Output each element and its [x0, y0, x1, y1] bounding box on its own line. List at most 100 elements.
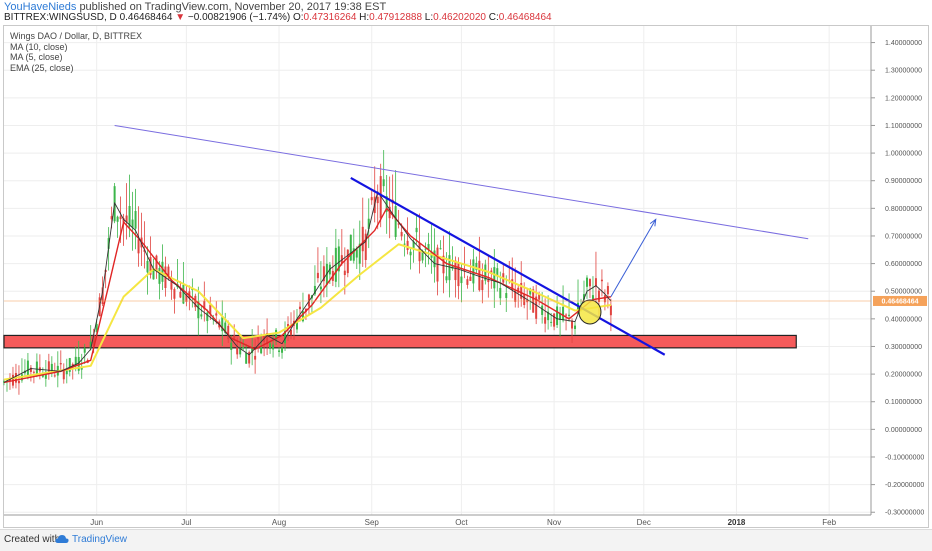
candle-body	[167, 266, 170, 278]
candle-body	[400, 231, 403, 237]
ma10-line	[3, 191, 612, 383]
candle-body	[585, 277, 588, 287]
support-zone	[3, 334, 797, 349]
last-price: 0.46468464	[119, 12, 173, 23]
candle-body	[594, 278, 597, 286]
candle-body	[44, 371, 47, 379]
candle-body	[370, 197, 373, 201]
legend-title: Wings DAO / Dollar, D, BITTREX	[10, 31, 143, 41]
candle-body	[517, 287, 520, 293]
candle-body	[95, 324, 98, 332]
candle-body	[505, 293, 508, 298]
candle-body	[65, 370, 68, 375]
candle-body	[230, 342, 233, 350]
candle-body	[260, 346, 263, 354]
candle-body	[337, 246, 340, 272]
candle-body	[101, 287, 104, 305]
legend-ma5[interactable]: MA (5, close)	[10, 52, 63, 62]
tradingview-cloud-icon	[55, 535, 69, 543]
candle-body	[116, 216, 119, 222]
candle-body	[493, 267, 496, 289]
candle-body	[376, 196, 379, 204]
candle-body	[553, 313, 556, 327]
candle-body	[233, 335, 236, 341]
change-value: −0.00821906 (−1.74%)	[187, 12, 291, 23]
candle-body	[478, 260, 481, 291]
candle-body	[35, 361, 38, 375]
candle-body	[591, 295, 594, 299]
candle-body	[600, 279, 603, 282]
candle-body	[110, 216, 113, 220]
candle-body	[89, 341, 92, 349]
candle-body	[182, 284, 185, 304]
candle-body	[137, 239, 140, 254]
candle-body	[406, 240, 409, 251]
candle-body	[415, 227, 418, 233]
ma5-line	[3, 207, 612, 384]
low-label: L:	[424, 12, 434, 23]
trendline-descending-resistance	[350, 176, 666, 356]
candle-body	[606, 286, 609, 295]
candle-body	[197, 301, 200, 319]
tradingview-brand-link[interactable]: TradingView	[72, 534, 128, 545]
candle-body	[41, 375, 44, 377]
last-price-label: 0.46468464	[882, 298, 919, 305]
candle-body	[421, 251, 424, 261]
y-tick-label: 0.40000000	[885, 316, 922, 323]
candle-body	[466, 279, 469, 285]
candle-body	[442, 255, 445, 274]
candle-body	[487, 278, 490, 283]
y-tick-label: 0.00000000	[885, 427, 922, 434]
candle-body	[571, 320, 574, 329]
x-tick-label: Jul	[181, 518, 191, 527]
candle-body	[358, 243, 361, 264]
trendline-upper-resistance	[114, 124, 809, 240]
candle-body	[448, 255, 451, 281]
publish-header: YouHaveNieds published on TradingView.co…	[0, 0, 932, 24]
y-tick-label: -0.20000000	[885, 482, 924, 489]
y-tick-label: 0.20000000	[885, 372, 922, 379]
candle-body	[269, 343, 272, 349]
candle-body	[128, 206, 131, 227]
candle-body	[412, 241, 415, 249]
candle-body	[603, 295, 606, 303]
candle-body	[418, 243, 421, 262]
x-tick-label: Aug	[272, 518, 286, 527]
legend-ema25[interactable]: EMA (25, close)	[10, 62, 74, 73]
x-tick-label: Nov	[547, 518, 561, 527]
candle-body	[499, 287, 502, 299]
candle-body	[170, 282, 173, 290]
candle-body	[173, 289, 176, 299]
y-tick-label: 1.10000000	[885, 123, 922, 130]
candle-body	[409, 251, 412, 256]
open-value: 0.47316264	[303, 12, 357, 23]
candle-body	[439, 248, 442, 250]
legend-ma10[interactable]: MA (10, close)	[10, 41, 68, 52]
candle-body	[74, 356, 77, 366]
candle-body	[460, 276, 463, 284]
y-tick-label: 0.30000000	[885, 344, 922, 351]
candle-body	[251, 347, 254, 354]
candle-body	[550, 321, 553, 323]
symbol-label: BITTREX:WINGSUSD, D	[4, 12, 117, 23]
author-link[interactable]: YouHaveNieds	[4, 1, 77, 13]
candle-body	[582, 294, 585, 300]
footer-bar: Created with TradingView	[0, 529, 932, 551]
candle-body	[343, 270, 346, 276]
candle-body	[298, 306, 301, 310]
candle-body	[385, 196, 388, 212]
y-tick-label: 0.80000000	[885, 206, 922, 213]
y-tick-label: 1.40000000	[885, 40, 922, 47]
candle-body	[367, 218, 370, 229]
candle-body	[200, 314, 203, 317]
y-tick-label: 0.60000000	[885, 261, 922, 268]
candle-body	[514, 290, 517, 302]
candle-body	[433, 250, 436, 268]
candle-body	[215, 313, 218, 316]
candle-body	[227, 325, 230, 340]
y-tick-label: 1.30000000	[885, 68, 922, 75]
candle-body	[221, 317, 224, 332]
candle-body	[295, 318, 298, 330]
y-tick-label: 0.10000000	[885, 399, 922, 406]
